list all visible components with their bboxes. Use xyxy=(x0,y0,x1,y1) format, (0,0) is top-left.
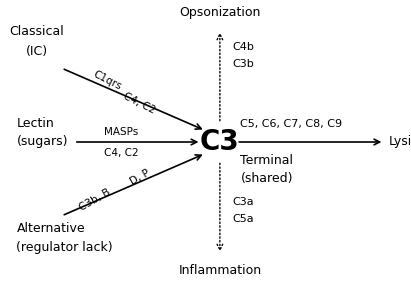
Text: C3b, B: C3b, B xyxy=(77,187,112,213)
Text: Inflammation: Inflammation xyxy=(178,264,261,277)
Text: C4, C2: C4, C2 xyxy=(104,148,139,158)
Text: C3b: C3b xyxy=(232,59,254,69)
Text: C5a: C5a xyxy=(232,214,254,224)
Text: Lysis: Lysis xyxy=(388,135,411,149)
Text: C4, C2: C4, C2 xyxy=(122,91,157,116)
Text: (sugars): (sugars) xyxy=(16,135,68,149)
Text: C5, C6, C7, C8, C9: C5, C6, C7, C8, C9 xyxy=(240,118,342,129)
Text: Opsonization: Opsonization xyxy=(179,6,261,19)
Text: C4b: C4b xyxy=(232,42,254,52)
Text: C3a: C3a xyxy=(232,197,254,207)
Text: C3: C3 xyxy=(200,128,240,156)
Text: (shared): (shared) xyxy=(240,172,293,185)
Text: Terminal: Terminal xyxy=(240,154,293,167)
Text: Lectin: Lectin xyxy=(16,117,54,130)
Text: (IC): (IC) xyxy=(26,45,48,58)
Text: Alternative: Alternative xyxy=(16,222,85,235)
Text: (regulator lack): (regulator lack) xyxy=(16,241,113,254)
Text: D, P: D, P xyxy=(128,168,151,187)
Text: Classical: Classical xyxy=(9,25,65,38)
Text: MASPs: MASPs xyxy=(104,127,139,137)
Text: C1qrs: C1qrs xyxy=(91,70,123,92)
